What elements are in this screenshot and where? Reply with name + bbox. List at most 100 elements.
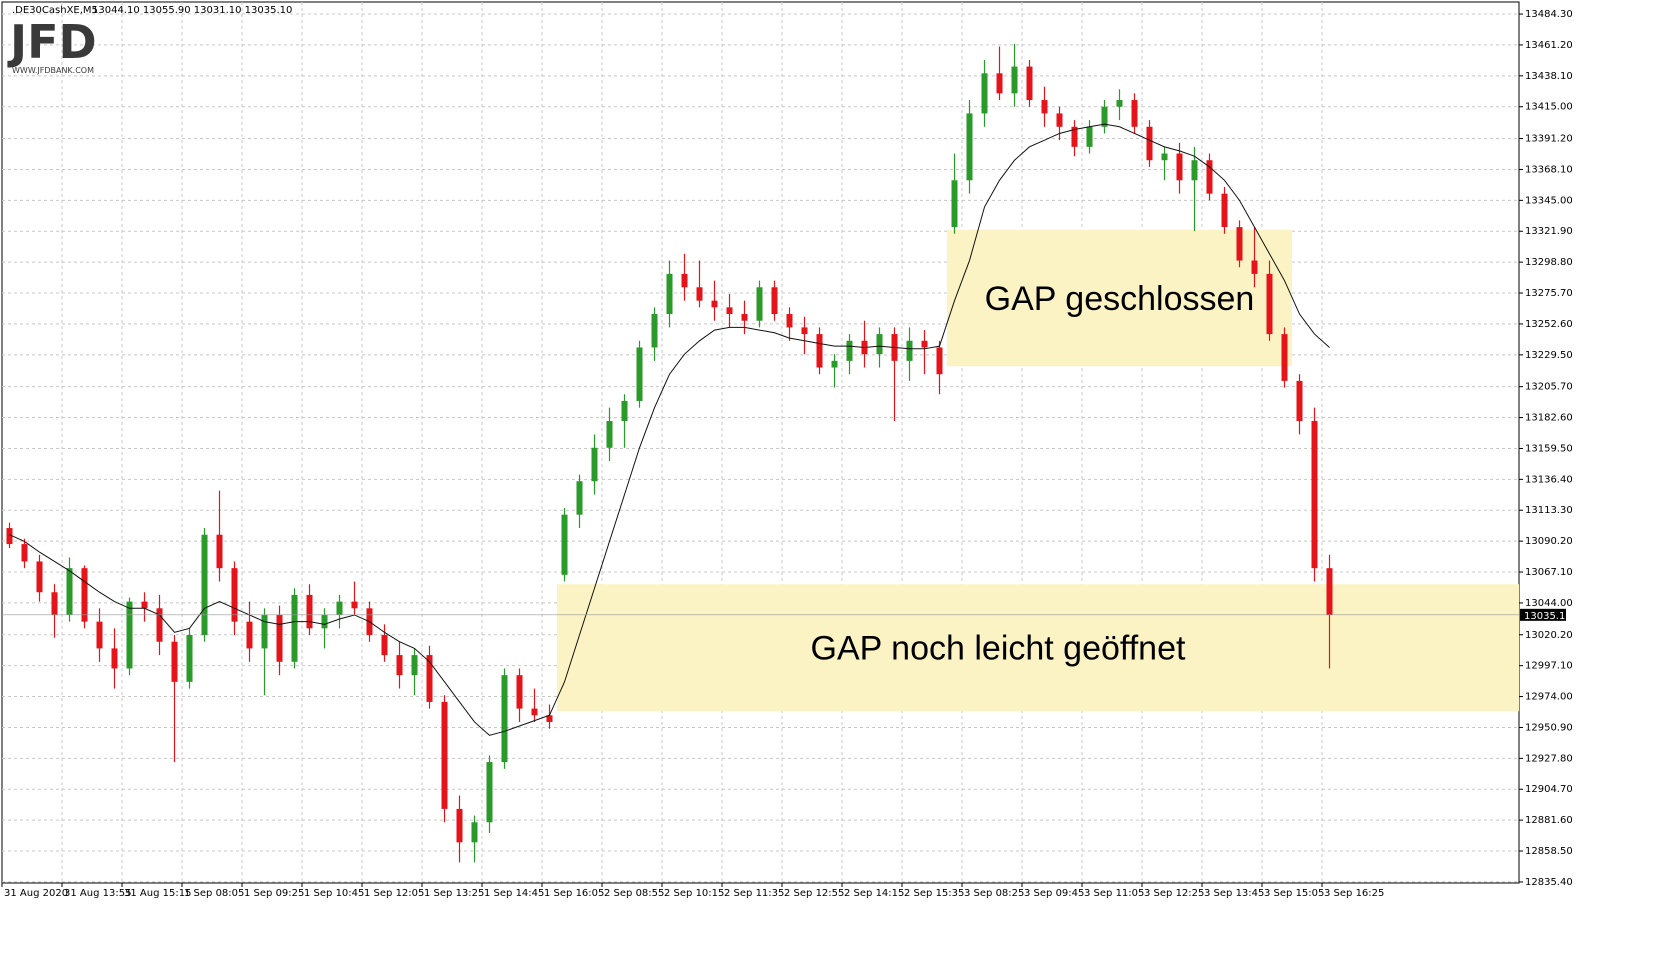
x-tick-label: 1 Sep 13:25 [424, 888, 484, 899]
y-tick-label: 13205.70 [1525, 382, 1573, 393]
y-tick-label: 13391.20 [1525, 134, 1573, 145]
y-tick-label: 12904.70 [1525, 784, 1573, 795]
y-tick-label: 13275.70 [1525, 288, 1573, 299]
candle-body [171, 641, 178, 682]
x-tick-label: 31 Aug 15:15 [124, 888, 191, 899]
candle-body [696, 287, 703, 301]
x-tick-label: 1 Sep 10:45 [304, 888, 364, 899]
candle-body [1296, 380, 1303, 422]
candle-body [1116, 100, 1123, 107]
x-tick-label: 3 Sep 16:25 [1324, 888, 1384, 899]
x-tick-label: 3 Sep 11:05 [1084, 888, 1144, 899]
candle-body [201, 534, 208, 636]
candle-body [1071, 126, 1078, 147]
candle-body [576, 481, 583, 515]
y-tick-label: 13415.00 [1525, 102, 1573, 113]
candle-body [591, 447, 598, 482]
candle-body [711, 300, 718, 308]
candle-body [771, 287, 778, 315]
y-tick-label: 13252.60 [1525, 319, 1573, 330]
candle-body [1191, 160, 1198, 181]
x-tick-label: 1 Sep 16:05 [544, 888, 604, 899]
candle-body [486, 762, 493, 823]
candle-body [996, 73, 1003, 94]
candle-body [1281, 334, 1288, 381]
candle-body [621, 400, 628, 422]
last-price-box [1520, 608, 1566, 621]
candle-body [306, 594, 313, 629]
candle-body [981, 73, 988, 114]
x-tick-label: 3 Sep 12:25 [1144, 888, 1204, 899]
y-tick-label: 13067.10 [1525, 567, 1573, 578]
y-tick-label: 13438.10 [1525, 71, 1573, 82]
candle-body [516, 675, 523, 709]
x-tick-label: 31 Aug 2020 [4, 888, 68, 899]
candle-body [1206, 160, 1213, 194]
gap-zone [947, 229, 1292, 367]
y-tick-label: 13136.40 [1525, 474, 1573, 485]
y-tick-label: 13044.00 [1525, 598, 1573, 609]
gap-zone [557, 584, 1519, 712]
y-tick-label: 13461.20 [1525, 40, 1573, 51]
x-tick-label: 1 Sep 08:05 [184, 888, 244, 899]
candle-body [51, 592, 58, 615]
candle-body [546, 715, 553, 722]
candle-body [1131, 100, 1138, 127]
y-tick-label: 13345.00 [1525, 195, 1573, 206]
candle-body [921, 340, 928, 348]
candle-body [411, 655, 418, 676]
candle-body [816, 334, 823, 368]
y-tick-label: 12927.80 [1525, 753, 1573, 764]
logo-mark: JFD [7, 15, 97, 69]
candle-body [6, 528, 13, 545]
y-tick-label: 12835.40 [1525, 877, 1573, 888]
y-tick-label: 12881.60 [1525, 815, 1573, 826]
candle-body [81, 568, 88, 622]
candle-body [381, 635, 388, 656]
plot-frame [1, 1, 1520, 884]
y-tick-label: 13182.60 [1525, 413, 1573, 424]
candle-body [66, 568, 73, 615]
y-tick-label: 13090.20 [1525, 536, 1573, 547]
candle-body [396, 655, 403, 676]
candle-body [126, 601, 133, 669]
moving-average [9, 123, 1330, 736]
candle-body [231, 568, 238, 622]
candle-body [846, 340, 853, 361]
candle-body [1146, 126, 1153, 161]
x-tick-label: 3 Sep 15:05 [1264, 888, 1324, 899]
candle-body [111, 648, 118, 669]
x-tick-label: 2 Sep 10:15 [664, 888, 724, 899]
candle-body [651, 314, 658, 348]
annotation: GAP geschlossen [985, 280, 1255, 318]
x-tick-label: 1 Sep 09:25 [244, 888, 304, 899]
candle-body [876, 334, 883, 355]
candle-body [756, 287, 763, 321]
candle-body [1101, 106, 1108, 127]
x-tick-label: 3 Sep 13:45 [1204, 888, 1264, 899]
candle-body [966, 113, 973, 181]
candle-body [1221, 193, 1228, 228]
candle-body [561, 514, 568, 575]
candle-body [831, 360, 838, 368]
y-tick-label: 13298.80 [1525, 257, 1573, 268]
x-tick-label: 1 Sep 14:45 [484, 888, 544, 899]
y-tick-label: 13321.90 [1525, 226, 1573, 237]
symbol: .DE30CashXE,M5 [12, 5, 98, 16]
candle-body [501, 675, 508, 763]
candle-body [21, 544, 28, 562]
y-tick-label: 12974.00 [1525, 692, 1573, 703]
candle-body [351, 601, 358, 609]
candle-body [1326, 568, 1333, 615]
y-tick-label: 13484.30 [1525, 9, 1573, 20]
candle-body [1056, 113, 1063, 127]
candle-body [936, 347, 943, 375]
candle-body [801, 327, 808, 335]
y-tick-label: 13020.20 [1525, 630, 1573, 641]
x-tick-label: 1 Sep 12:05 [364, 888, 424, 899]
y-tick-label: 13368.10 [1525, 164, 1573, 175]
x-tick-label: 2 Sep 14:15 [844, 888, 904, 899]
candle-body [681, 273, 688, 288]
